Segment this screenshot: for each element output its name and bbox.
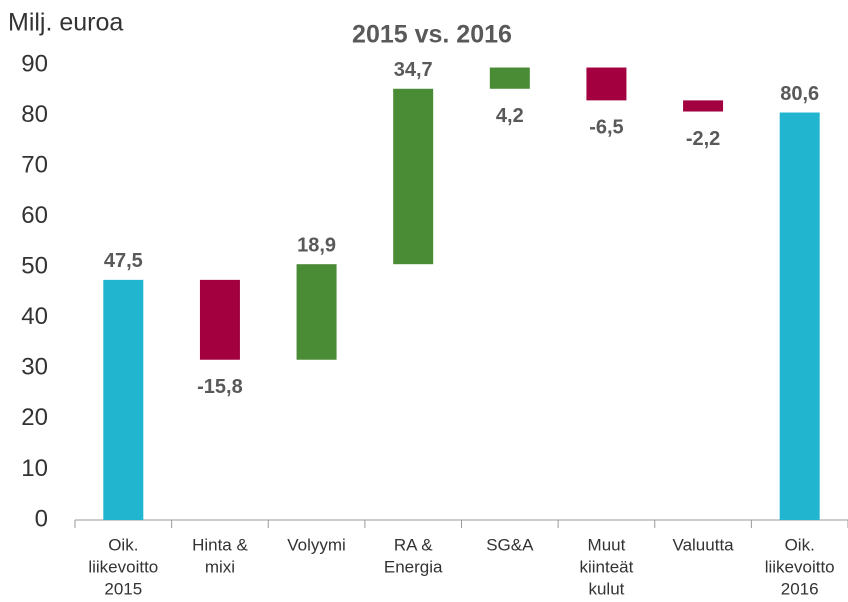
bar [489,67,530,89]
data-label: 47,5 [104,250,143,272]
bar [199,279,240,360]
data-label: -15,8 [197,376,243,398]
x-tick-label: 2016 [781,579,819,598]
x-tick-label: Oik. [785,535,815,554]
x-tick-label: kiinteät [580,557,634,576]
bar [779,112,820,521]
y-tick-label: 40 [21,303,48,330]
x-tick-label: mixi [205,557,235,576]
chart-title: 2015 vs. 2016 [352,21,512,49]
x-tick-label: Muut [588,535,626,554]
y-tick-label: 60 [21,202,48,229]
x-tick-label: Volyymi [287,535,346,554]
y-tick-label: 10 [21,455,48,482]
x-tick-label: Valuutta [673,535,735,554]
data-label: 80,6 [780,83,819,105]
x-tick-label: Oik. [108,535,138,554]
data-label: -6,5 [589,117,623,139]
data-label: -2,2 [686,128,720,150]
data-label: 34,7 [394,59,433,81]
bar [683,100,724,112]
bar [393,88,434,265]
x-tick-label: liikevoitto [88,557,158,576]
x-tick-label: 2015 [104,579,142,598]
y-tick-label: 20 [21,404,48,431]
x-tick-label: Hinta & [192,535,248,554]
y-tick-label: 30 [21,354,48,381]
y-axis-label: Milj. euroa [8,9,123,37]
bar [103,279,144,520]
x-tick-label: SG&A [486,535,534,554]
x-tick-label: kulut [588,579,624,598]
bar [586,67,627,101]
y-tick-label: 0 [35,505,48,532]
bar [296,264,337,360]
y-tick-label: 80 [21,101,48,128]
y-tick-label: 50 [21,253,48,280]
data-label: 4,2 [496,105,524,127]
x-tick-label: Energia [384,557,443,576]
x-tick-label: RA & [394,535,433,554]
data-label: 18,9 [297,234,336,256]
y-tick-label: 70 [21,151,48,178]
y-tick-label: 90 [21,50,48,77]
x-tick-label: liikevoitto [765,557,835,576]
